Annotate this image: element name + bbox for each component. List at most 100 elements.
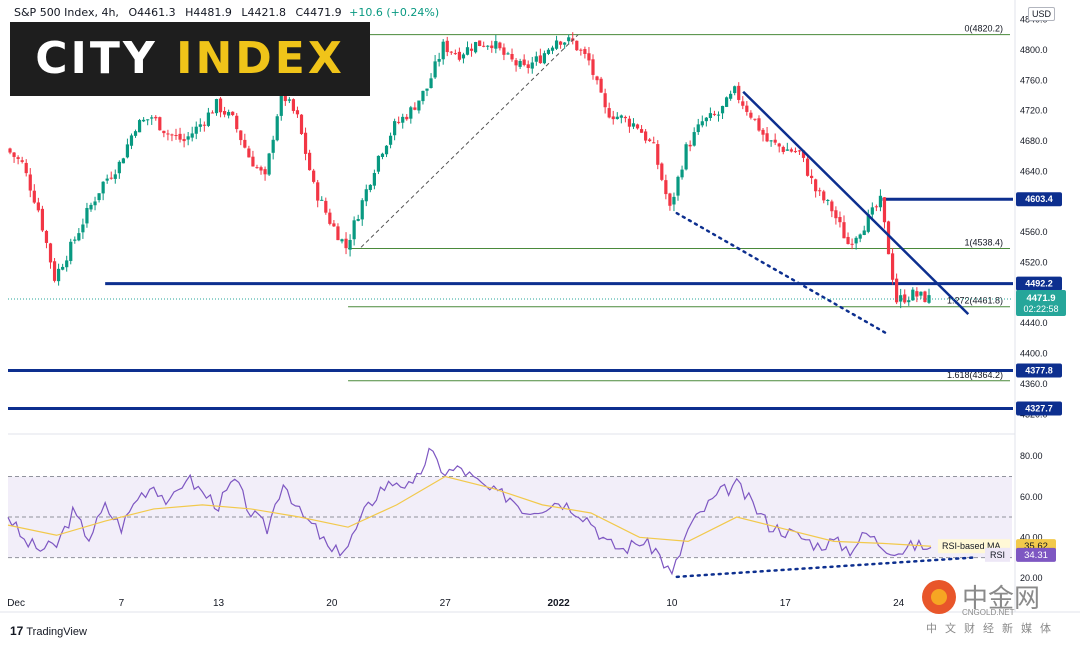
candle-body [231, 111, 235, 116]
trendline-dashed [360, 34, 579, 248]
candle-body [664, 180, 668, 195]
candle-body [324, 200, 328, 213]
candle-body [773, 139, 777, 143]
candle-body [202, 124, 206, 126]
candle-body [801, 150, 806, 158]
candle-body [125, 144, 130, 158]
candle-body [502, 47, 506, 55]
candle-body [101, 181, 105, 194]
time-tick-label: 13 [213, 598, 225, 609]
rsi-tick-label: 80.00 [1020, 451, 1043, 461]
city-index-logo: CITY INDEX [10, 22, 370, 96]
candle-body [903, 294, 907, 303]
candle-body [190, 133, 194, 138]
fib-level-label: 1.618(4364.2) [947, 370, 1003, 380]
candle-body [866, 214, 870, 232]
candle-body [785, 149, 789, 151]
candle-body [437, 59, 441, 62]
candle-body [291, 99, 296, 111]
candle-body [150, 117, 154, 119]
price-tick-label: 4720.0 [1020, 106, 1048, 116]
candle-body [895, 278, 899, 303]
candle-body [846, 236, 850, 245]
candle-body [48, 243, 53, 263]
candle-body [704, 117, 708, 122]
time-tick-label: Dec [7, 598, 25, 609]
level-price-label: 4492.2 [1025, 279, 1053, 289]
candle-body [781, 146, 785, 153]
open-value: O4461.3 [128, 6, 176, 19]
candle-body [287, 99, 291, 101]
price-tick-label: 4800.0 [1020, 45, 1048, 55]
candle-body [28, 174, 32, 191]
candle-body [453, 53, 457, 55]
candle-body [368, 184, 372, 191]
level-price-label: 4327.7 [1025, 403, 1053, 413]
candle-body [878, 195, 883, 208]
candle-body [672, 196, 676, 205]
candle-body [583, 49, 587, 55]
candle-body [445, 40, 449, 53]
candle-body [24, 162, 28, 174]
rsi-name-box [985, 547, 1010, 562]
candle-body [206, 112, 210, 126]
candle-body [425, 88, 429, 91]
candle-body [308, 152, 312, 171]
candle-body [627, 118, 632, 127]
candle-body [73, 239, 77, 241]
candle-body [303, 132, 308, 154]
candle-body [518, 61, 522, 67]
time-tick-label: 2022 [547, 598, 570, 609]
candle-body [644, 131, 648, 141]
candle-body [44, 230, 49, 243]
candle-body [198, 124, 202, 127]
rsi-tick-label: 60.00 [1020, 492, 1043, 502]
rsi-tick-label: 40.00 [1020, 532, 1043, 542]
candle-body [194, 126, 198, 134]
candle-body [40, 208, 45, 231]
cngold-watermark: 中金网 CNGOLD.NET 中文财经新媒体 [922, 578, 1072, 638]
candle-body [259, 167, 263, 171]
candle-body [886, 221, 891, 255]
candle-body [842, 222, 846, 239]
candle-body [227, 111, 231, 116]
candle-body [862, 230, 866, 235]
candle-body [534, 56, 538, 62]
candle-body [579, 49, 583, 51]
candle-body [814, 179, 818, 192]
candle-body [332, 223, 336, 227]
time-tick-label: 24 [893, 598, 905, 609]
candle-body [146, 119, 150, 121]
candle-body [550, 47, 555, 51]
candle-body [696, 124, 700, 133]
candle-body [328, 212, 332, 224]
candle-body [316, 182, 320, 201]
candle-body [749, 112, 753, 118]
candle-body [510, 53, 514, 60]
candle-body [611, 116, 615, 120]
candle-body [923, 291, 927, 303]
level-price-label: 4377.8 [1025, 365, 1053, 375]
candle-body [834, 210, 838, 219]
currency-badge[interactable]: USD [1028, 7, 1056, 21]
tradingview-icon: 17 [10, 624, 24, 638]
fib-level-label: 1.272(4461.8) [947, 296, 1003, 306]
candle-body [486, 45, 490, 47]
candle-body [882, 197, 887, 223]
candle-body [684, 144, 688, 170]
candle-body [567, 37, 571, 42]
candle-body [465, 47, 470, 55]
candle-body [874, 206, 878, 208]
rsi-ma-name: RSI-based MA [942, 541, 1001, 551]
candle-body [65, 260, 69, 268]
candle-body [218, 98, 223, 113]
rsi-tick-label: 20.00 [1020, 573, 1043, 583]
candle-body [222, 111, 227, 115]
fib-level-label: 0(4820.2) [964, 24, 1003, 34]
time-tick-label: 10 [666, 598, 678, 609]
candle-body [16, 157, 20, 159]
change-value: +10.6 (+0.24%) [349, 6, 440, 19]
candle-body [769, 140, 773, 142]
candle-body [838, 217, 842, 223]
